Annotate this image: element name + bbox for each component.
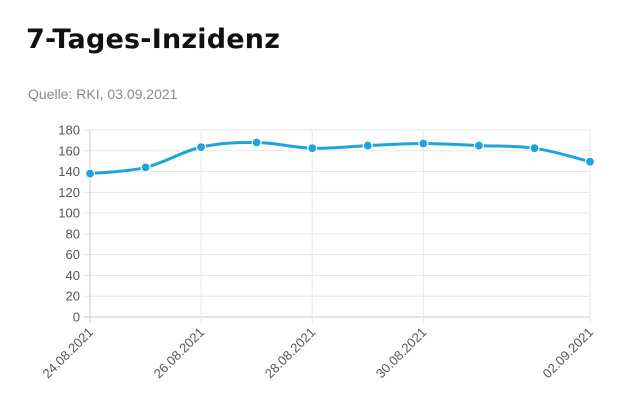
y-tick-label: 140 (58, 164, 80, 179)
data-point (84, 168, 96, 179)
data-point (140, 162, 151, 173)
data-point (418, 138, 429, 149)
page-title: 7-Tages-Inzidenz (26, 24, 281, 55)
label-layer: 0 20 40 60 80 100 120 140 160 180 24.08.2021 26.08.… (39, 123, 596, 382)
y-tick-label: 40 (66, 268, 80, 283)
data-point (251, 137, 262, 148)
x-tick-label: 24.08.2021 (39, 325, 96, 382)
data-point (307, 143, 318, 154)
data-point (362, 140, 373, 151)
x-tick-label: 28.08.2021 (262, 325, 319, 382)
y-tick-label: 60 (66, 247, 80, 262)
y-tick-label: 0 (73, 310, 80, 325)
y-tick-label: 80 (66, 226, 80, 241)
y-tick-label: 160 (58, 143, 80, 158)
x-tick-label: 26.08.2021 (151, 325, 208, 382)
series-layer (84, 137, 596, 179)
series-line (88, 140, 592, 176)
x-tick-label: 30.08.2021 (373, 325, 430, 382)
data-point (529, 143, 540, 154)
y-tick-label: 20 (66, 289, 80, 304)
x-tick-label: 02.09.2021 (539, 325, 596, 382)
grid-layer (84, 129, 591, 323)
source-note: Quelle: RKI, 03.09.2021 (28, 86, 178, 102)
data-point (584, 156, 596, 167)
data-point (473, 140, 484, 151)
data-point (196, 142, 207, 153)
y-tick-label: 180 (58, 123, 80, 138)
y-tick-label: 100 (58, 206, 80, 221)
y-tick-label: 120 (58, 185, 80, 200)
